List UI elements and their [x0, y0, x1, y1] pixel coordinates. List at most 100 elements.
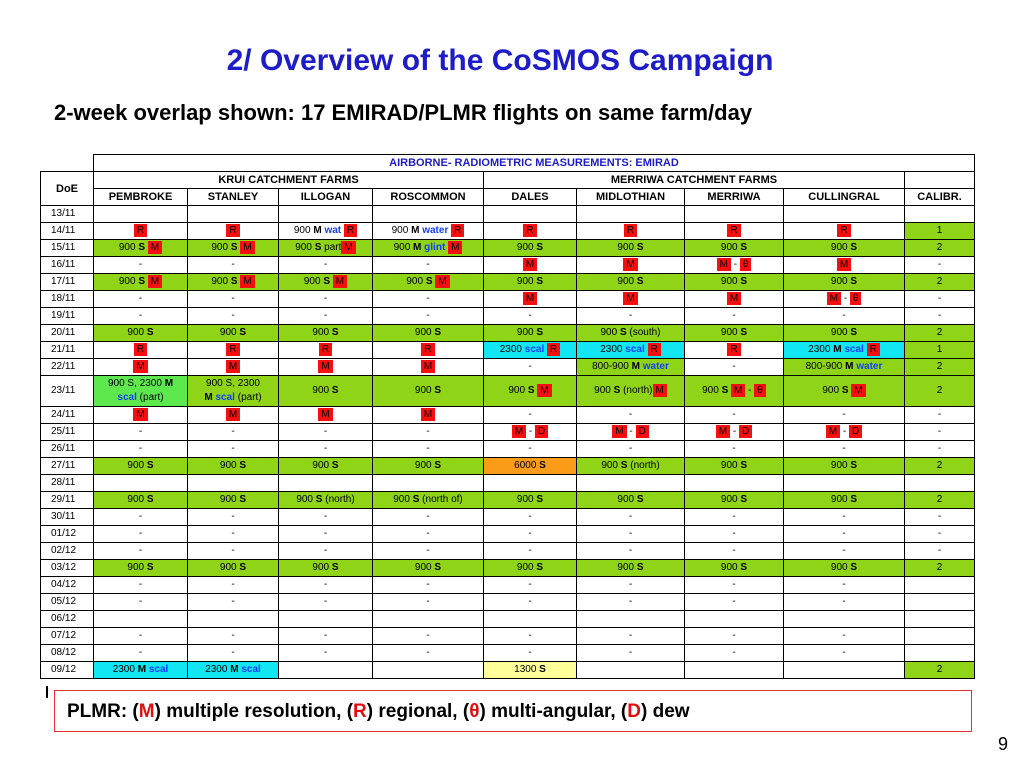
table-cell: 2300 M scal R	[783, 341, 905, 359]
table-cell: -	[372, 508, 484, 526]
table-cell: 900 S part M	[278, 239, 373, 257]
plmr-flag: θ	[739, 258, 752, 271]
slide-subtitle: 2-week overlap shown: 17 EMIRAD/PLMR fli…	[54, 100, 753, 125]
table-cell: 900 S	[576, 239, 685, 257]
table-cell: -	[372, 542, 484, 560]
cell-text: 2300	[499, 344, 522, 355]
cell-text-bold: S	[425, 276, 433, 287]
table-cell: M	[684, 290, 784, 308]
table-cell: -	[483, 525, 577, 543]
table-cell: M	[783, 256, 905, 274]
plmr-flag: M	[318, 360, 333, 373]
cell-text-bold: S	[331, 562, 339, 573]
table-cell: 800-900 M water	[576, 358, 685, 376]
plmr-flag: M	[225, 360, 241, 373]
cell-text-bold: S	[636, 276, 644, 287]
legend-r: R	[353, 701, 367, 722]
table-cell: -	[93, 593, 188, 611]
table-cell: 900 S	[93, 559, 188, 577]
cell-text-bold: M	[833, 344, 842, 355]
cell-text-bold: S	[239, 562, 247, 573]
doe-date: 04/12	[40, 576, 94, 594]
doe-date: 30/11	[40, 508, 94, 526]
cell-text: -	[138, 647, 143, 658]
plmr-flag: D	[739, 425, 753, 438]
table-cell: -	[684, 406, 784, 424]
cell-text-bold: S	[146, 327, 154, 338]
plmr-flag: R	[343, 224, 358, 237]
table-row: 22/11 M M M M - 800-900 M water - 800-900 M wate…	[40, 358, 975, 376]
plmr-legend: PLMR: (M) multiple resolution, (R) regio…	[54, 690, 972, 732]
cell-text-bold: M	[164, 378, 174, 389]
cell-text: (part)	[237, 392, 262, 403]
title-text: Overview of the CoSMOS Campaign	[259, 44, 774, 77]
table-cell: -	[904, 290, 975, 308]
cell-text: 900	[720, 242, 738, 253]
table-cell: 900 S	[783, 273, 905, 291]
table-cell: -	[483, 593, 577, 611]
cell-text-bold: S	[636, 494, 644, 505]
table-cell: M	[483, 256, 577, 274]
table-cell	[483, 205, 577, 223]
cell-text: 2	[936, 361, 943, 372]
table-cell: -	[93, 576, 188, 594]
cell-text: 900	[312, 385, 330, 396]
cell-text: -	[937, 545, 942, 556]
table-cell: -	[187, 644, 279, 662]
table-cell: -	[372, 256, 484, 274]
table-cell: 900 S	[93, 457, 188, 475]
cell-text: -	[732, 409, 736, 420]
cell-text: -	[628, 310, 633, 321]
cell-text: -	[732, 443, 736, 454]
cell-text: -	[426, 293, 430, 304]
cell-text: -	[426, 511, 430, 522]
doe-date: 25/11	[40, 423, 94, 441]
table-cell: 900 S M	[278, 273, 373, 291]
table-cell: -	[93, 542, 188, 560]
plmr-flag: M	[623, 292, 638, 305]
cell-text: -	[323, 511, 328, 522]
table-cell: -	[483, 508, 577, 526]
col-header-midlothian: MIDLOTHIAN	[576, 188, 685, 206]
table-cell: -	[483, 440, 577, 458]
plmr-flag: M	[420, 360, 436, 373]
table-cell: 2	[904, 661, 975, 679]
plmr-flag: M	[332, 275, 348, 288]
table-cell: 900 S M - θ	[684, 375, 784, 407]
cell-text: 900	[720, 562, 738, 573]
cell-text: 900	[414, 460, 432, 471]
cell-text: -	[628, 579, 633, 590]
cell-text: -	[843, 293, 848, 304]
plmr-flag: R	[133, 343, 148, 356]
table-row: 02/12 - - - - - - - - -	[40, 542, 975, 560]
table-cell: -	[904, 440, 975, 458]
table-cell: -	[684, 627, 784, 645]
plmr-flag: M	[826, 292, 841, 305]
doe-date: 17/11	[40, 273, 94, 291]
cell-text: 900	[118, 242, 136, 253]
doe-date: 27/11	[40, 457, 94, 475]
cell-text: -	[842, 579, 846, 590]
cell-text: 2	[936, 242, 943, 253]
cell-text: -	[231, 545, 235, 556]
cell-text: 1	[936, 225, 943, 236]
cell-text: 900	[594, 385, 611, 396]
cell-text: -	[323, 528, 328, 539]
cell-text: (north)	[630, 460, 660, 471]
table-cell: -	[576, 627, 685, 645]
cell-text: -	[842, 426, 847, 437]
table-cell	[372, 205, 484, 223]
table-cell	[904, 576, 975, 594]
table-row: 30/11 - - - - - - - - -	[40, 508, 975, 526]
table-cell: R	[684, 222, 784, 240]
cell-text: -	[231, 630, 235, 641]
legend-theta-text: ) multi-angular, (	[479, 701, 628, 722]
plmr-flag: R	[523, 224, 537, 237]
table-row: 18/11- - - - M M M M - θ-	[40, 290, 975, 308]
table-cell: -	[372, 307, 484, 325]
table-cell	[278, 474, 373, 492]
cell-text: 900	[127, 494, 145, 505]
cell-text: 900	[830, 562, 848, 573]
table-cell	[684, 610, 784, 628]
table-cell: 900 S	[684, 324, 784, 342]
